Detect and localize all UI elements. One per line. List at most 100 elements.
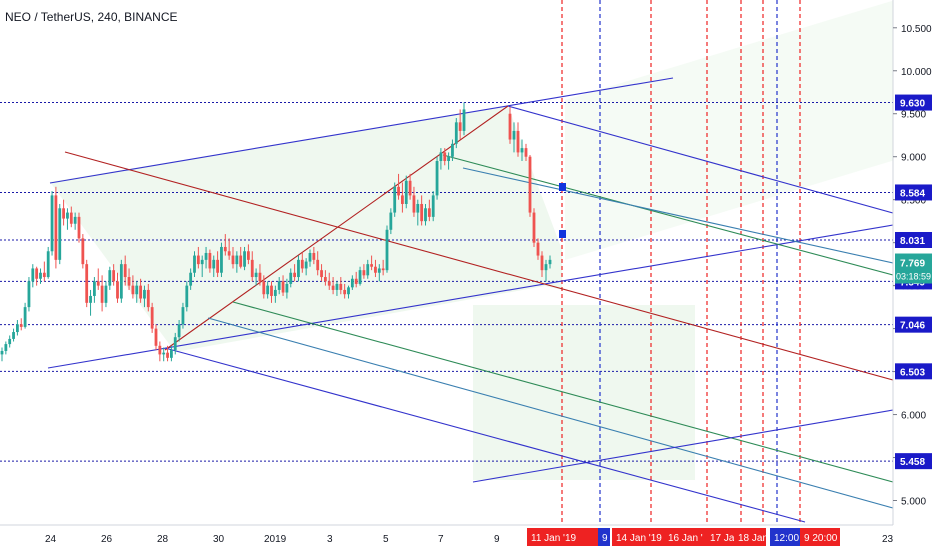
red-downtrend [64,151,894,381]
candle-body [77,216,81,239]
candle-body [100,285,104,303]
time-tick-label: 23 [882,534,894,545]
time-flag [527,528,598,546]
last-price-box [895,253,932,284]
candle-body [377,268,381,273]
candle-body [408,180,412,196]
level-price-box [895,94,932,111]
candle-body [239,255,243,267]
time-tick-label: 7 [438,534,444,545]
time-tick-label: 28 [157,534,169,545]
candle-body [19,324,23,327]
channel-top [507,105,894,214]
candle-body [270,285,273,296]
candle-body [273,289,277,296]
time-flag-label: 14 Jan '19 [616,533,662,544]
candle-body [451,143,454,157]
candle-body [69,212,73,224]
candle-body [58,208,62,260]
candle-body [397,186,400,196]
candle-body [381,268,385,271]
candle-body [73,216,77,224]
candle-body [331,285,335,290]
level-price-label: 6.503 [900,367,925,378]
price-tick-label: 8.500 [901,196,926,207]
candle-body [420,203,424,222]
candle-body [427,208,431,217]
price-tick-label: 9.000 [901,153,926,164]
candle-body [528,156,532,213]
candle-body [285,283,289,293]
candle-body [66,212,69,219]
candle-body [42,272,46,278]
lower-mid [232,301,894,483]
upper-trendline [49,77,674,184]
candle-body [347,287,350,295]
lower-trendline [47,224,894,369]
level-price-box [895,231,932,248]
candle-body [258,272,262,282]
candle-body [520,148,524,153]
candle-body [293,272,296,278]
candle-body [62,208,65,219]
candle-body [277,281,281,290]
candle-body [216,259,219,273]
candle-body [262,281,266,295]
candle-body [139,285,142,299]
time-flag-label: 9 [602,533,608,544]
time-tick-label: 30 [213,534,225,545]
candle-body [289,272,293,284]
price-tick-label: 6.000 [901,411,926,422]
candle-body [462,109,466,131]
candle-body [212,259,216,269]
marker-box [559,230,566,238]
candle-body [54,195,58,260]
candle-body [327,281,331,286]
candle-body [166,352,169,358]
time-tick-label: 9 [494,534,500,545]
level-price-box [895,316,932,333]
candle-body [150,307,154,329]
forecast-shade [565,0,895,260]
channel-shade [50,106,562,352]
candle-body [177,324,181,338]
candle-body [254,272,258,278]
candle-body [350,278,354,288]
time-tick-label: 5 [383,534,389,545]
channel-bottom [164,347,806,523]
candle-body [435,161,439,196]
candle-body [231,255,235,265]
candle-body [524,148,528,157]
candle-body [85,264,89,303]
candle-body [162,352,166,355]
candle-body [127,277,131,286]
level-price-box [895,453,932,470]
candle-body [235,255,239,265]
candle-body [119,264,123,299]
candle-body [339,283,343,290]
price-tick-label: 10.000 [901,67,932,78]
candle-body [243,251,246,267]
candle-body [81,238,85,265]
candle-body [454,122,458,144]
lower-mid-blue [207,317,894,509]
candle-body [112,270,116,282]
level-price-label: 9.630 [900,99,925,110]
candle-body [131,285,135,295]
level-price-label: 8.584 [900,188,925,199]
candle-body [385,229,389,271]
time-flag-label: 17 Ja [710,533,735,544]
candle-body [508,113,512,140]
candle-body [223,246,227,252]
candle-body [135,285,139,295]
time-tick-label: 24 [45,534,57,545]
candle-body [154,328,158,346]
candle-body [143,289,146,299]
candle-body [89,295,92,303]
candle-body [108,270,112,286]
projection-line [472,409,894,483]
candle-body [23,307,27,327]
candle-body [189,272,193,286]
candle-body [393,186,397,213]
